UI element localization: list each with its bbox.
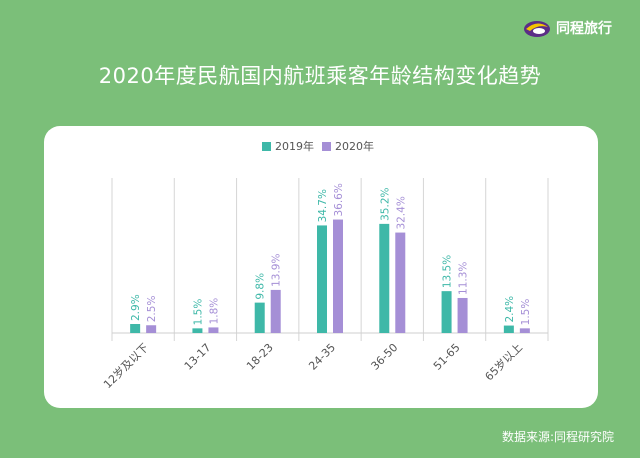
data-label: 2.4%	[504, 296, 516, 323]
x-tick-label: 24-35	[306, 341, 338, 373]
bar	[254, 302, 265, 333]
legend-swatch	[262, 142, 271, 151]
bar	[270, 289, 281, 333]
data-label: 1.5%	[520, 299, 532, 326]
data-source: 数据来源:同程研究院	[501, 430, 614, 444]
bar	[192, 328, 203, 333]
data-label: 2.5%	[146, 296, 158, 323]
brand-name: 同程旅行	[556, 21, 612, 37]
data-label: 35.2%	[379, 188, 391, 221]
data-label: 2.9%	[130, 294, 142, 321]
x-tick-label: 12岁及以下	[100, 340, 151, 391]
legend-label: 2019年	[275, 139, 314, 153]
bar	[208, 327, 219, 333]
bar	[457, 297, 468, 333]
x-tick-label: 36-50	[369, 341, 401, 373]
data-label: 36.6%	[333, 183, 345, 216]
bar	[503, 325, 514, 333]
chart-card: 2019年 2020年 2.9% 2.5% 12岁及以下 1.5% 1.8% 13-17 9.8…	[44, 126, 598, 408]
bar	[395, 232, 406, 333]
data-label: 1.5%	[192, 299, 204, 326]
bar	[519, 328, 530, 333]
x-tick-label: 51-65	[431, 341, 463, 373]
brand: 同程旅行	[522, 17, 612, 39]
data-label: 13.5%	[442, 255, 454, 288]
x-tick-label: 18-23	[244, 341, 276, 373]
x-tick-label: 13-17	[182, 341, 214, 373]
data-label: 11.3%	[458, 262, 470, 295]
data-label: 32.4%	[395, 196, 407, 229]
bar	[441, 291, 452, 333]
data-label: 13.9%	[271, 254, 283, 287]
data-label: 34.7%	[317, 189, 329, 222]
bar	[333, 219, 343, 333]
legend-label: 2020年	[335, 139, 374, 153]
bar	[146, 325, 157, 333]
age-structure-chart: 2019年 2020年 2.9% 2.5% 12岁及以下 1.5% 1.8% 13-17 9.8…	[100, 139, 549, 391]
bar	[379, 223, 390, 333]
data-label: 9.8%	[255, 273, 267, 300]
data-label: 1.8%	[208, 298, 220, 325]
bar	[130, 324, 141, 333]
page-title: 2020年度民航国内航班乘客年龄结构变化趋势	[98, 64, 542, 88]
tongcheng-logo-icon	[524, 21, 550, 37]
bar	[317, 225, 327, 333]
x-tick-label: 65岁以上	[482, 340, 525, 383]
legend-swatch	[322, 142, 331, 151]
